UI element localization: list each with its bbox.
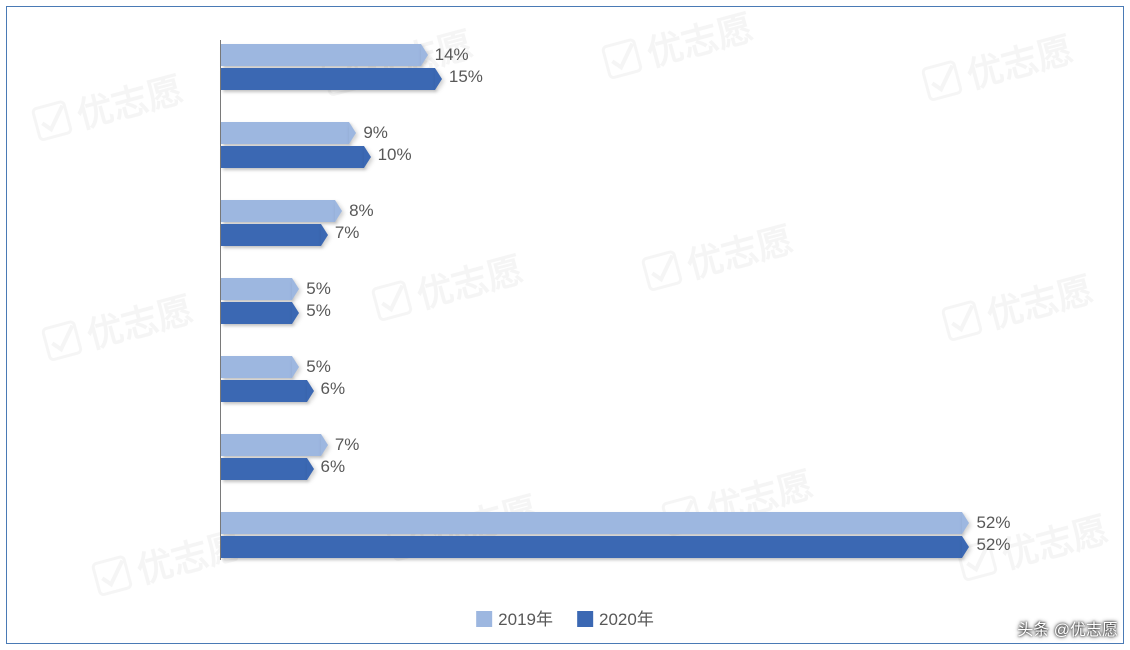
bar-2019: 9% (221, 122, 349, 144)
bar-2020: 6% (221, 458, 307, 480)
value-label: 15% (449, 67, 483, 87)
value-label: 7% (335, 223, 360, 243)
bar-2020: 10% (221, 146, 364, 168)
value-label: 7% (335, 435, 360, 455)
value-label: 8% (349, 201, 374, 221)
bar-2019: 7% (221, 434, 321, 456)
value-label: 52% (976, 535, 1010, 555)
legend-label: 2020年 (599, 610, 654, 629)
bar-chart: 制造业14%15%建筑业9%10%信息传输、软件 和信息技术服务业8%7%电力、… (220, 40, 1060, 560)
bar-2019: 5% (221, 356, 292, 378)
value-label: 5% (306, 357, 331, 377)
legend-item: 2020年 (577, 605, 654, 630)
bar-2020: 6% (221, 380, 307, 402)
value-label: 5% (306, 279, 331, 299)
bar-2019: 14% (221, 44, 421, 66)
value-label: 9% (363, 123, 388, 143)
legend: 2019年 2020年 (476, 605, 654, 630)
value-label: 52% (976, 513, 1010, 533)
value-label: 6% (321, 379, 346, 399)
y-axis-line (220, 40, 221, 560)
legend-label: 2019年 (498, 610, 553, 629)
value-label: 5% (306, 301, 331, 321)
bar-2019: 52% (221, 512, 962, 534)
attribution-text: 头条 @优志愿 (1017, 616, 1118, 640)
legend-swatch (476, 611, 492, 627)
bar-2019: 5% (221, 278, 292, 300)
value-label: 10% (378, 145, 412, 165)
legend-swatch (577, 611, 593, 627)
legend-item: 2019年 (476, 605, 553, 630)
bar-2020: 52% (221, 536, 962, 558)
bar-2019: 8% (221, 200, 335, 222)
value-label: 14% (435, 45, 469, 65)
bar-2020: 5% (221, 302, 292, 324)
value-label: 6% (321, 457, 346, 477)
bar-2020: 7% (221, 224, 321, 246)
bar-2020: 15% (221, 68, 435, 90)
